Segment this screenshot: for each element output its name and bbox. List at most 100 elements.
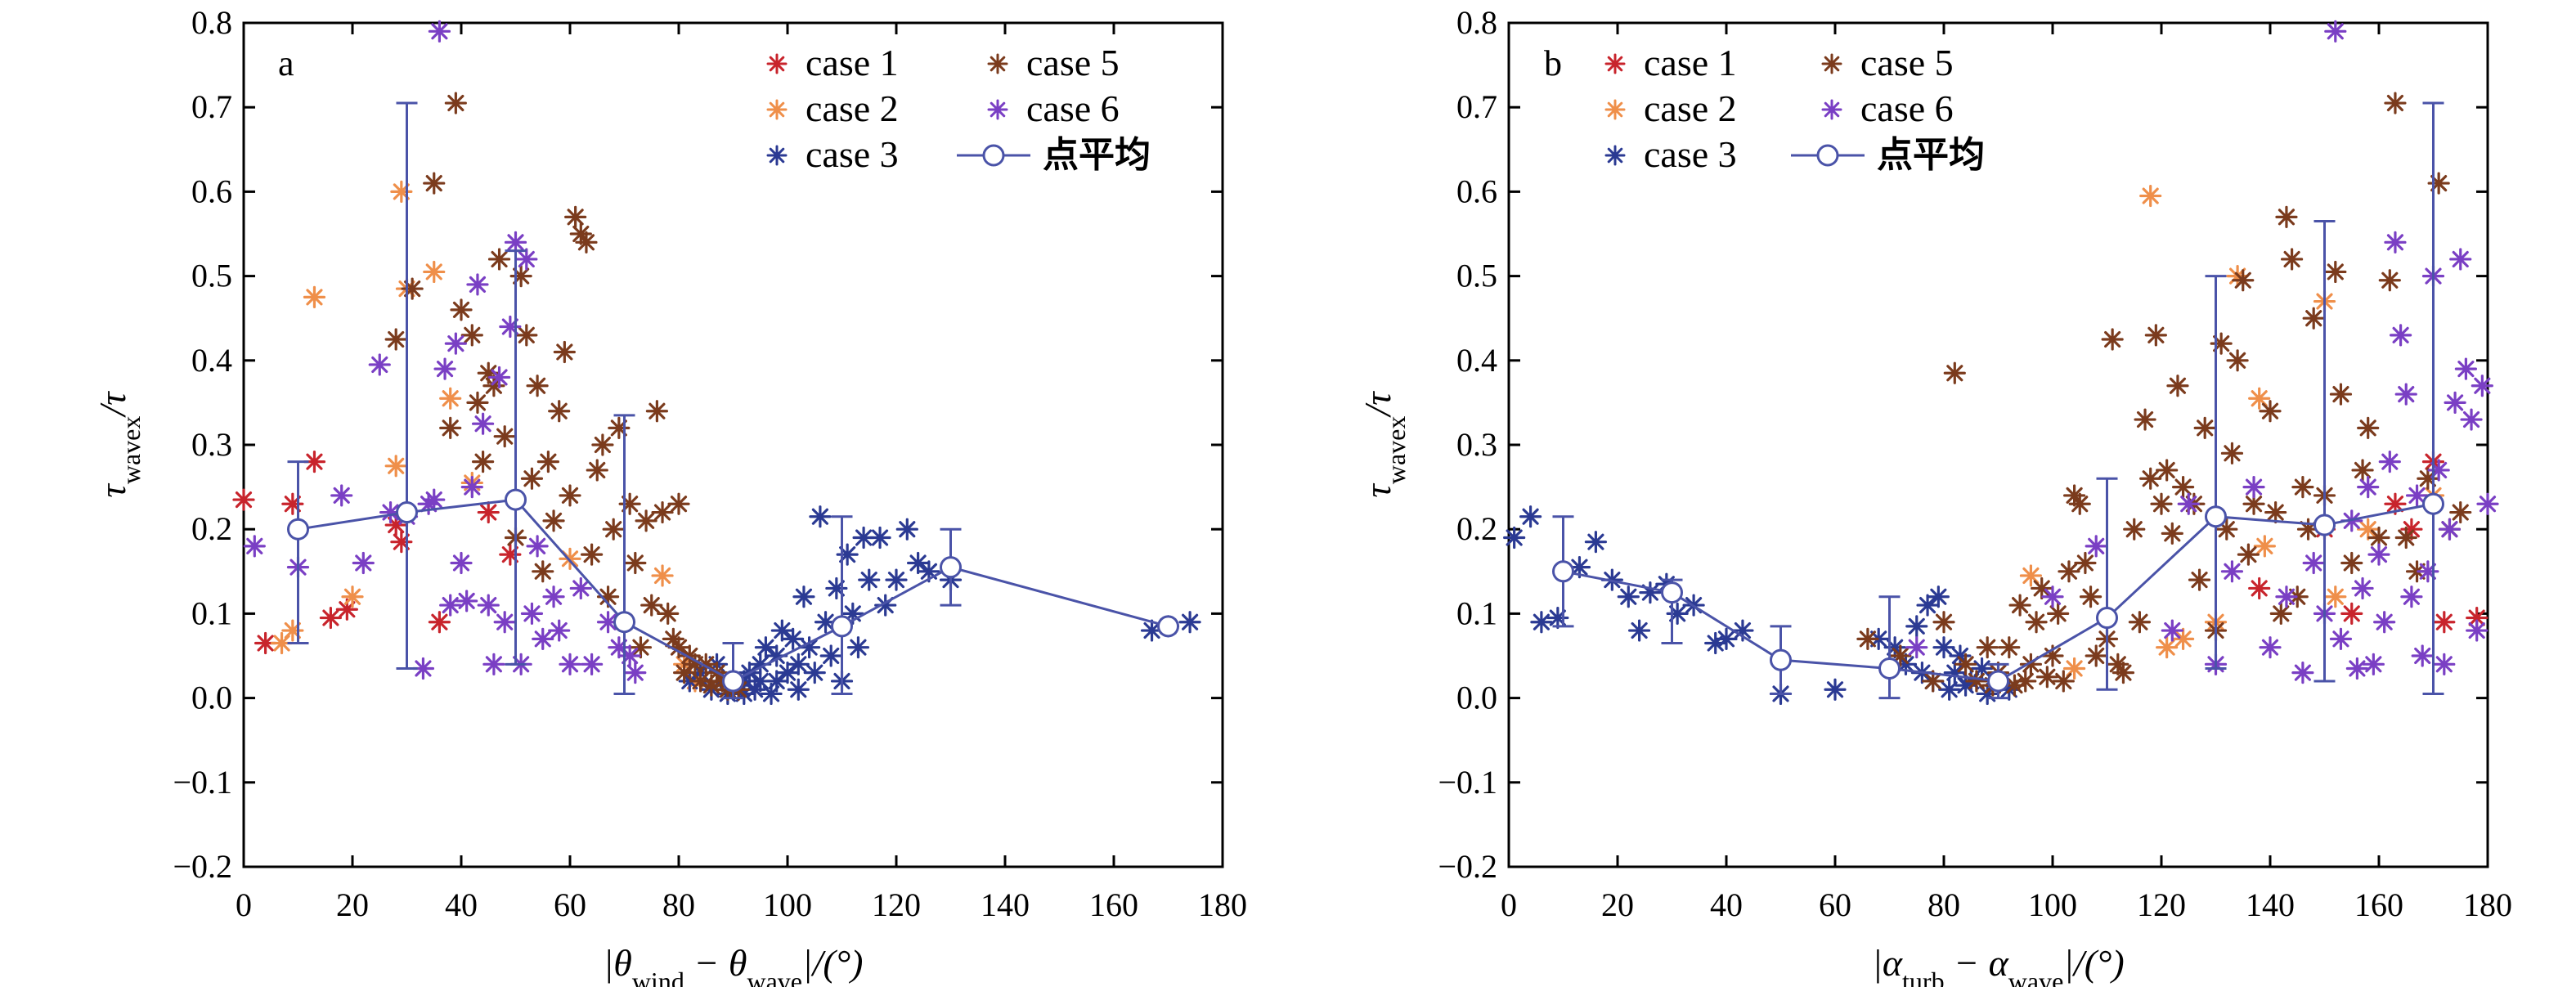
- data-point: [2123, 518, 2146, 541]
- data-point: [635, 509, 657, 532]
- data-point: [390, 531, 413, 554]
- data-point: [384, 455, 407, 478]
- data-point: [2248, 387, 2271, 410]
- data-point: [2466, 606, 2488, 630]
- data-point: [2373, 611, 2396, 634]
- data-point: [2031, 576, 2053, 600]
- series-case-5: [384, 92, 750, 701]
- data-point: [765, 670, 788, 693]
- data-point: [1976, 636, 1999, 659]
- data-point: [2427, 459, 2450, 482]
- legend-label: case 5: [1860, 42, 1954, 83]
- legend-item: case 6: [987, 87, 1120, 129]
- data-point: [618, 492, 641, 515]
- average-marker: [940, 556, 962, 579]
- data-point: [2351, 459, 2374, 482]
- data-point: [2367, 543, 2390, 566]
- data-point: [423, 488, 446, 511]
- data-point: [559, 653, 581, 675]
- y-tick-label: −0.2: [173, 848, 232, 885]
- data-point: [477, 500, 500, 524]
- data-point: [542, 509, 565, 532]
- data-point: [520, 467, 544, 490]
- data-point: [2357, 416, 2380, 439]
- x-tick-label: 80: [1928, 886, 1960, 923]
- data-point: [640, 594, 663, 617]
- y-tick-label: 0.0: [1456, 680, 1497, 716]
- data-point: [2068, 492, 2091, 515]
- series-case-5: [1856, 92, 2472, 697]
- x-tick-label: 100: [763, 886, 812, 923]
- data-point: [487, 366, 511, 389]
- data-point: [608, 416, 631, 439]
- data-point: [444, 332, 467, 355]
- data-point: [858, 568, 881, 591]
- data-point: [2275, 205, 2298, 228]
- data-point: [2052, 670, 2075, 693]
- data-point: [303, 285, 326, 308]
- data-point: [1715, 627, 1738, 650]
- data-point: [2074, 551, 2097, 575]
- data-point: [2166, 375, 2189, 397]
- x-tick-label: 180: [2463, 886, 2512, 923]
- data-point: [439, 594, 462, 617]
- legend-item: case 6: [1821, 87, 1954, 129]
- data-point: [809, 505, 832, 528]
- legend-label: case 3: [806, 133, 899, 175]
- data-point: [466, 391, 489, 414]
- x-tick-label: 40: [445, 886, 478, 923]
- data-point: [852, 526, 875, 550]
- data-point: [2444, 391, 2466, 414]
- data-point: [2025, 611, 2048, 634]
- x-tick-label: 60: [1819, 886, 1851, 923]
- data-point: [2357, 518, 2380, 541]
- data-point: [591, 433, 614, 456]
- y-tick-label: 0.4: [1456, 342, 1497, 379]
- data-point: [2378, 451, 2401, 473]
- data-point: [651, 564, 674, 587]
- data-point: [1824, 678, 1847, 701]
- legend-item: case 1: [1604, 42, 1737, 83]
- data-point: [1916, 594, 1939, 617]
- data-point: [645, 400, 669, 423]
- average-marker: [2205, 505, 2227, 528]
- data-point: [2417, 560, 2439, 583]
- data-point: [439, 387, 462, 410]
- data-point: [2128, 611, 2151, 634]
- data-point: [2449, 500, 2472, 524]
- data-point: [2035, 666, 2058, 689]
- data-point: [1503, 526, 1526, 550]
- data-point: [1584, 531, 1608, 554]
- data-point: [2161, 619, 2183, 642]
- legend-marker: [987, 99, 1008, 120]
- data-point: [624, 662, 647, 684]
- x-tick-label: 160: [2354, 886, 2403, 923]
- data-point: [673, 662, 696, 684]
- data-point: [819, 644, 842, 667]
- data-point: [651, 500, 674, 524]
- average-marker: [2096, 607, 2118, 630]
- data-point: [836, 543, 859, 566]
- y-tick-label: 0.5: [1456, 258, 1497, 294]
- data-point: [2390, 324, 2412, 347]
- data-point: [1932, 611, 1955, 634]
- data-point: [2101, 328, 2124, 351]
- average-marker: [505, 488, 527, 511]
- data-point: [482, 653, 505, 675]
- data-point: [2302, 551, 2325, 575]
- data-point: [2438, 518, 2462, 541]
- data-point: [1546, 606, 1569, 630]
- x-tick-label: 160: [1089, 886, 1138, 923]
- data-point: [2150, 492, 2173, 515]
- data-point: [2324, 585, 2347, 608]
- y-tick-label: 0.2: [1456, 510, 1497, 547]
- y-tick-label: 0.8: [191, 4, 232, 41]
- x-tick-label: 20: [336, 886, 369, 923]
- data-point: [2253, 535, 2276, 558]
- y-axis-title: τwavex/τ: [92, 391, 146, 498]
- data-point: [2259, 400, 2282, 423]
- legend-item: case 5: [987, 42, 1120, 83]
- panel-label: a: [278, 43, 294, 83]
